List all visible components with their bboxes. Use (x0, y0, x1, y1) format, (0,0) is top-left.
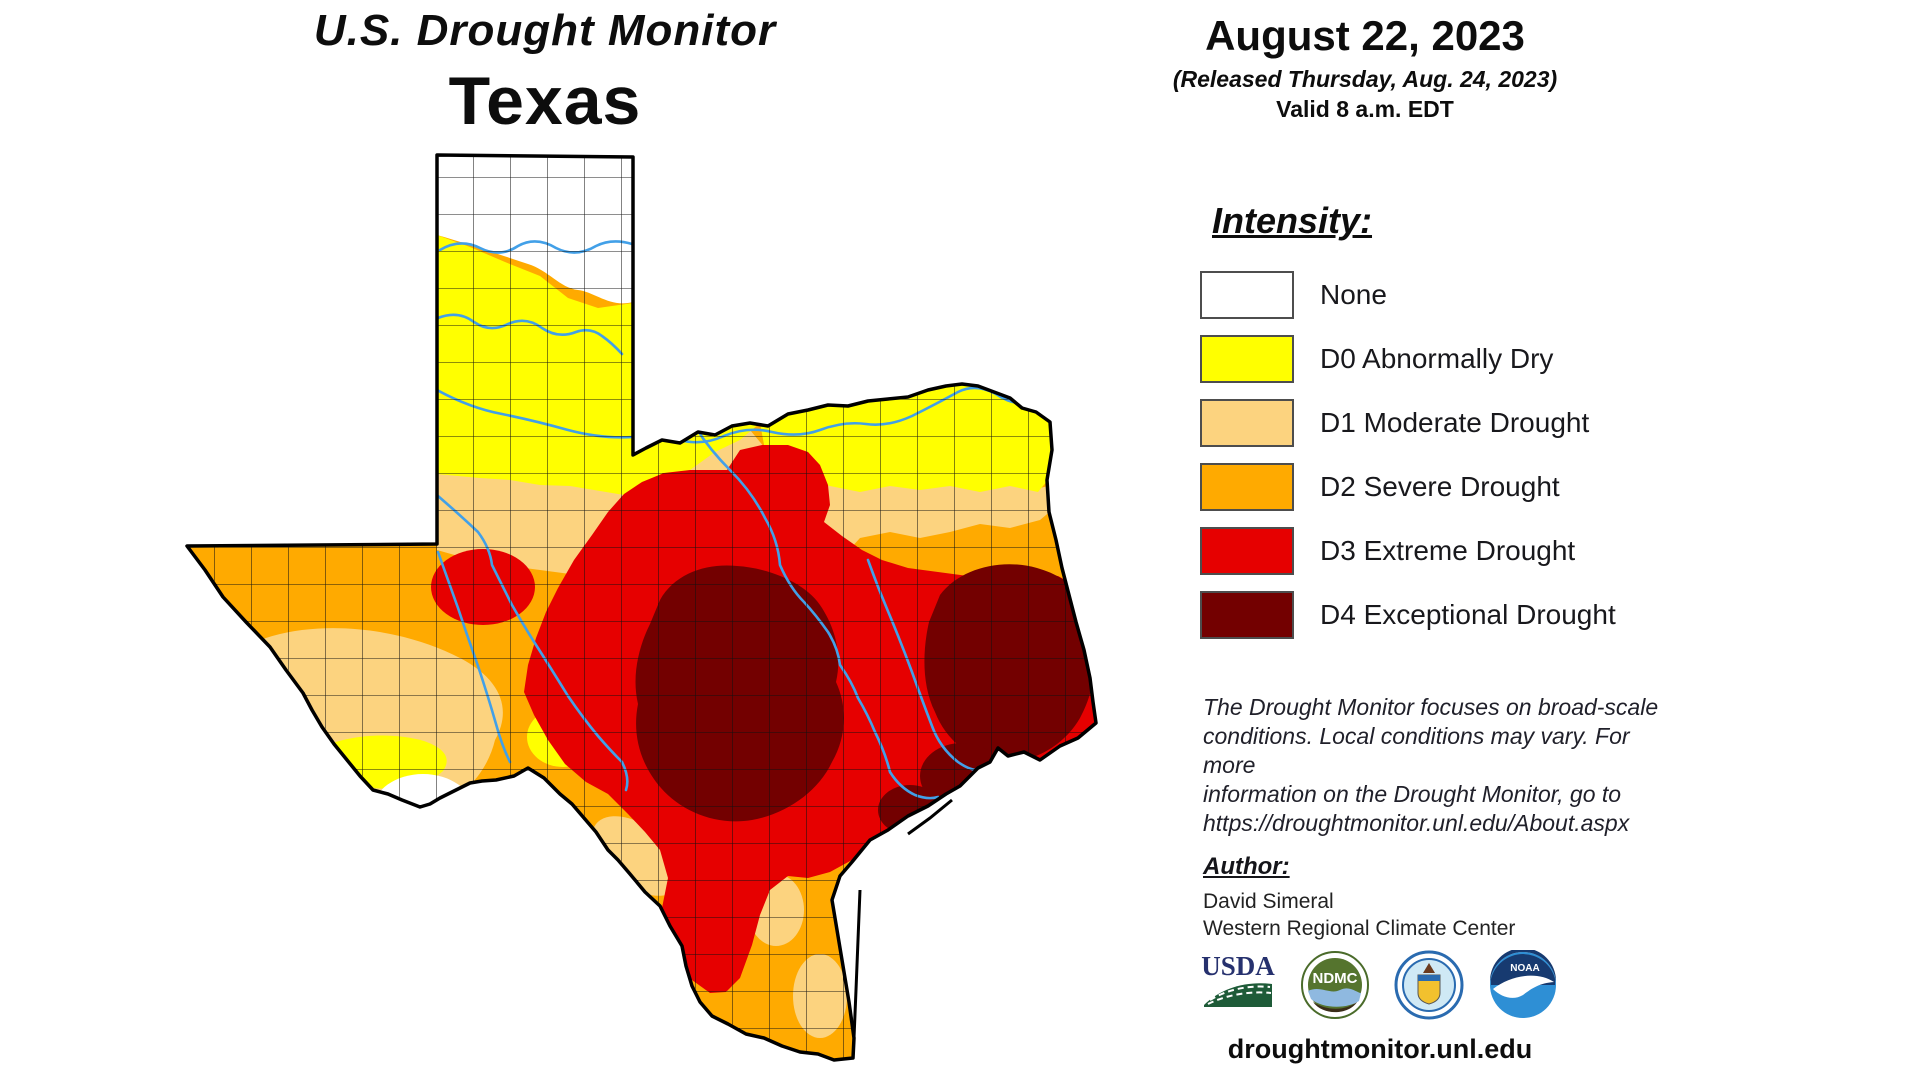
legend-label: D1 Moderate Drought (1320, 407, 1590, 438)
county-grid (187, 155, 1096, 1060)
map-date: August 22, 2023 (1205, 12, 1525, 59)
legend-heading: Intensity: (1212, 200, 1373, 241)
note-line: The Drought Monitor focuses on broad-sca… (1203, 694, 1659, 720)
author-org: Western Regional Climate Center (1203, 917, 1516, 940)
legend: None D0 Abnormally Dry D1 Moderate Droug… (1200, 271, 1616, 656)
legend-swatch-d0 (1200, 335, 1294, 383)
legend-label: None (1320, 279, 1387, 310)
logo-row: USDA NDMC NOAA (1200, 950, 1558, 1020)
usda-logo: USDA (1201, 951, 1275, 1007)
ndmc-logo: NDMC (1301, 951, 1369, 1019)
legend-swatch-d1 (1200, 399, 1294, 447)
valid-time: Valid 8 a.m. EDT (1276, 96, 1454, 122)
noaa-wordmark: NOAA (1510, 963, 1539, 974)
disclaimer-note: The Drought Monitor focuses on broad-sca… (1203, 693, 1683, 838)
doc-seal-logo (1394, 950, 1464, 1020)
barrier-islands (852, 798, 953, 1039)
page-title: U.S. Drought Monitor (313, 6, 777, 55)
ndmc-wordmark: NDMC (1313, 970, 1358, 987)
note-line: https://droughtmonitor.unl.edu/About.asp… (1203, 810, 1630, 836)
texas-state-border (185, 153, 1098, 1062)
legend-label: D4 Exceptional Drought (1320, 599, 1616, 630)
legend-swatch-d2 (1200, 463, 1294, 511)
legend-label: D2 Severe Drought (1320, 471, 1560, 502)
legend-row-d2: D2 Severe Drought (1200, 463, 1616, 511)
legend-row-d4: D4 Exceptional Drought (1200, 591, 1616, 639)
state-title: Texas (448, 63, 642, 139)
legend-row-none: None (1200, 271, 1616, 319)
note-line: conditions. Local conditions may vary. F… (1203, 723, 1630, 778)
legend-row-d3: D3 Extreme Drought (1200, 527, 1616, 575)
legend-label: D3 Extreme Drought (1320, 535, 1576, 566)
site-url: droughtmonitor.unl.edu (1227, 1034, 1533, 1064)
noaa-bird-icon (1493, 975, 1554, 998)
legend-swatch-d4 (1200, 591, 1294, 639)
legend-swatch-none (1200, 271, 1294, 319)
noaa-logo: NOAA (1490, 950, 1556, 1018)
note-line: information on the Drought Monitor, go t… (1203, 781, 1622, 807)
usda-wordmark: USDA (1201, 951, 1275, 981)
texas-drought-map (185, 153, 1098, 1062)
legend-row-d0: D0 Abnormally Dry (1200, 335, 1616, 383)
legend-row-d1: D1 Moderate Drought (1200, 399, 1616, 447)
author-name: David Simeral (1203, 890, 1334, 913)
released-date: (Released Thursday, Aug. 24, 2023) (1172, 66, 1558, 92)
legend-swatch-d3 (1200, 527, 1294, 575)
legend-label: D0 Abnormally Dry (1320, 343, 1554, 374)
date-block: August 22, 2023 (Released Thursday, Aug.… (1160, 12, 1570, 123)
author-heading: Author: (1203, 853, 1290, 880)
doc-eagle-icon (1423, 963, 1435, 973)
